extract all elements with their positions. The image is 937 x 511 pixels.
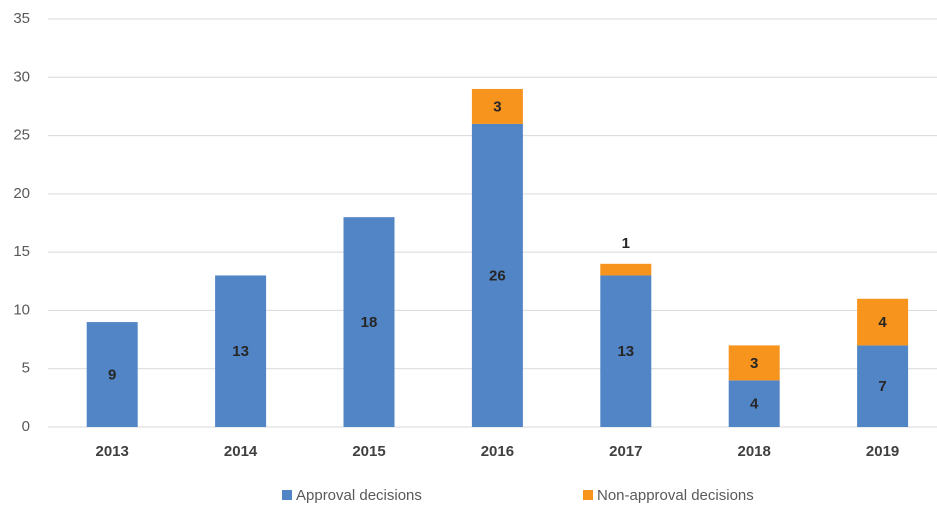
legend-label: Approval decisions [296, 487, 422, 504]
y-tick-label: 15 [13, 243, 30, 260]
data-label: 4 [878, 314, 887, 331]
y-tick-label: 5 [22, 360, 30, 377]
legend-label: Non-approval decisions [597, 487, 754, 504]
data-label: 3 [750, 355, 758, 372]
x-tick-label: 2017 [609, 443, 642, 460]
data-label: 9 [108, 367, 116, 384]
y-tick-label: 25 [13, 127, 30, 144]
x-tick-label: 2015 [352, 443, 385, 460]
bar-segment [600, 264, 651, 276]
y-tick-label: 30 [13, 68, 30, 85]
data-label: 7 [878, 378, 886, 395]
x-tick-label: 2013 [96, 443, 129, 460]
y-tick-label: 10 [13, 301, 30, 318]
x-tick-label: 2019 [866, 443, 899, 460]
legend-swatch [583, 490, 593, 500]
legend-swatch [282, 490, 292, 500]
data-label: 13 [232, 343, 249, 360]
y-tick-label: 20 [13, 185, 30, 202]
data-label: 26 [489, 267, 506, 284]
data-label: 1 [622, 235, 630, 252]
data-label: 4 [750, 396, 759, 413]
x-tick-label: 2014 [224, 443, 258, 460]
chart: 0510152025303520139201413201518201626320… [0, 0, 937, 511]
y-tick-label: 0 [22, 418, 30, 435]
data-label: 13 [617, 343, 634, 360]
x-tick-label: 2016 [481, 443, 514, 460]
x-tick-label: 2018 [738, 443, 771, 460]
data-label: 18 [361, 314, 378, 331]
data-label: 3 [493, 98, 501, 115]
y-tick-label: 35 [13, 10, 30, 27]
